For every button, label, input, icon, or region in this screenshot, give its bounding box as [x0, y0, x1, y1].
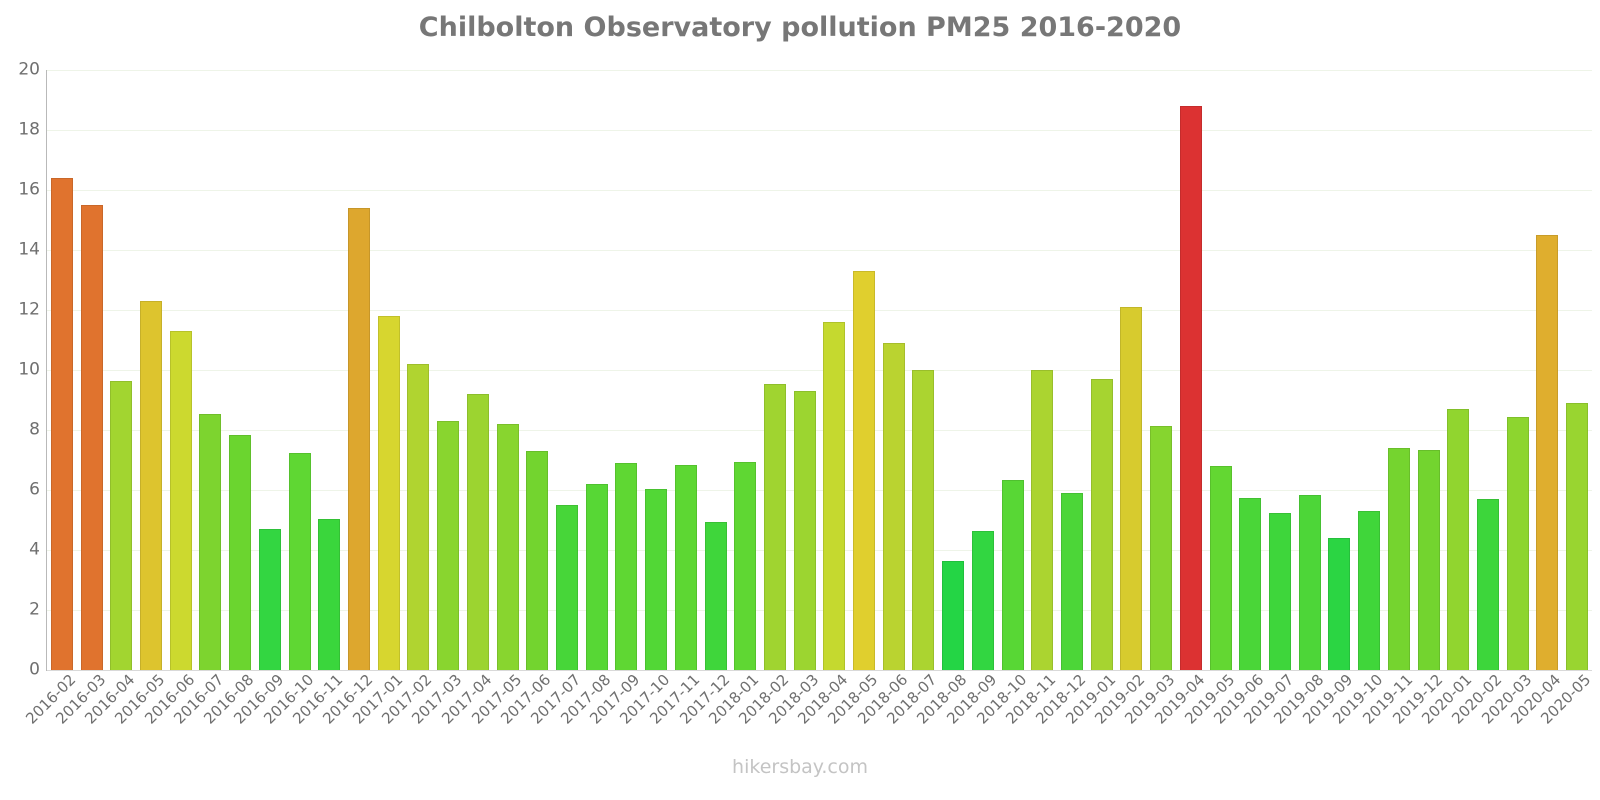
gridline: [47, 310, 1592, 311]
bar[interactable]: [1298, 494, 1321, 670]
bar[interactable]: [199, 413, 222, 670]
bar[interactable]: [288, 452, 311, 670]
bar[interactable]: [110, 380, 133, 670]
bar[interactable]: [1150, 425, 1173, 670]
bar[interactable]: [1179, 106, 1202, 670]
bar[interactable]: [318, 518, 341, 670]
y-axis-tick-label: 12: [18, 299, 40, 320]
gridlines: [47, 70, 1592, 671]
y-axis-tick-labels: 0 2 4 6 8 10 12 14 16 18 20: [0, 61, 40, 678]
y-axis-tick-label: 18: [18, 119, 40, 140]
bar[interactable]: [853, 271, 876, 670]
bar[interactable]: [912, 370, 935, 670]
bar[interactable]: [139, 301, 162, 670]
bar[interactable]: [377, 316, 400, 670]
bar[interactable]: [615, 463, 638, 670]
bar[interactable]: [80, 205, 103, 670]
gridline: [47, 70, 1592, 71]
bar[interactable]: [496, 424, 519, 670]
bar[interactable]: [1417, 449, 1440, 670]
bar[interactable]: [229, 434, 252, 670]
bar[interactable]: [1387, 448, 1410, 670]
bar[interactable]: [437, 421, 460, 670]
bar[interactable]: [1090, 379, 1113, 670]
bar[interactable]: [1536, 235, 1559, 670]
y-axis-tick-label: 4: [29, 539, 40, 560]
bar[interactable]: [674, 464, 697, 670]
gridline: [47, 190, 1592, 191]
bar[interactable]: [1477, 499, 1499, 670]
bar[interactable]: [347, 208, 370, 670]
bar[interactable]: [1061, 493, 1084, 670]
bar[interactable]: [793, 391, 816, 670]
bar[interactable]: [1239, 497, 1262, 670]
gridline: [47, 370, 1592, 371]
y-axis-tick-label: 14: [18, 239, 40, 260]
bar[interactable]: [1031, 370, 1054, 670]
bar[interactable]: [555, 505, 578, 670]
gridline: [47, 550, 1592, 551]
bar[interactable]: [645, 488, 668, 670]
bar[interactable]: [1120, 307, 1143, 670]
chart-title: Chilbolton Observatory pollution PM25 20…: [418, 12, 1182, 43]
bar[interactable]: [466, 394, 489, 670]
bars-layer: [47, 70, 1592, 670]
bar[interactable]: [882, 343, 905, 670]
y-axis-line: [46, 70, 47, 671]
y-axis-tick-label: 0: [29, 659, 40, 680]
gridline: [47, 670, 1592, 671]
y-axis-tick-label: 20: [18, 59, 40, 80]
gridline: [47, 130, 1592, 131]
bar[interactable]: [258, 529, 281, 670]
bar[interactable]: [704, 521, 727, 670]
bar[interactable]: [1447, 409, 1470, 670]
bar[interactable]: [1001, 479, 1024, 670]
bar[interactable]: [1566, 403, 1589, 670]
y-axis-tick-label: 10: [18, 359, 40, 380]
y-axis-tick-label: 16: [18, 179, 40, 200]
y-axis-tick-label: 8: [29, 419, 40, 440]
y-axis-tick-label: 2: [29, 599, 40, 620]
bar[interactable]: [823, 322, 846, 670]
bar[interactable]: [1209, 466, 1232, 670]
bar[interactable]: [526, 451, 549, 670]
bar[interactable]: [971, 530, 994, 670]
footer-credit: hikersbay.com: [732, 756, 868, 778]
bar[interactable]: [407, 364, 430, 670]
bar[interactable]: [50, 178, 73, 670]
bar[interactable]: [585, 484, 608, 670]
bar[interactable]: [763, 383, 786, 670]
y-axis-tick-label: 6: [29, 479, 40, 500]
bar[interactable]: [942, 560, 965, 670]
plot-area: [47, 70, 1592, 671]
gridline: [47, 490, 1592, 491]
bar[interactable]: [1506, 416, 1529, 670]
gridline: [47, 610, 1592, 611]
bar[interactable]: [1269, 512, 1292, 670]
gridline: [47, 430, 1592, 431]
gridline: [47, 250, 1592, 251]
bar[interactable]: [169, 331, 192, 670]
bar[interactable]: [734, 461, 757, 670]
x-axis-tick-labels: 2016-02 2016-03 2016-04 2016-05 2016-06 2016-…: [22, 671, 1594, 762]
bar[interactable]: [1358, 511, 1381, 670]
bar[interactable]: [1328, 538, 1351, 670]
